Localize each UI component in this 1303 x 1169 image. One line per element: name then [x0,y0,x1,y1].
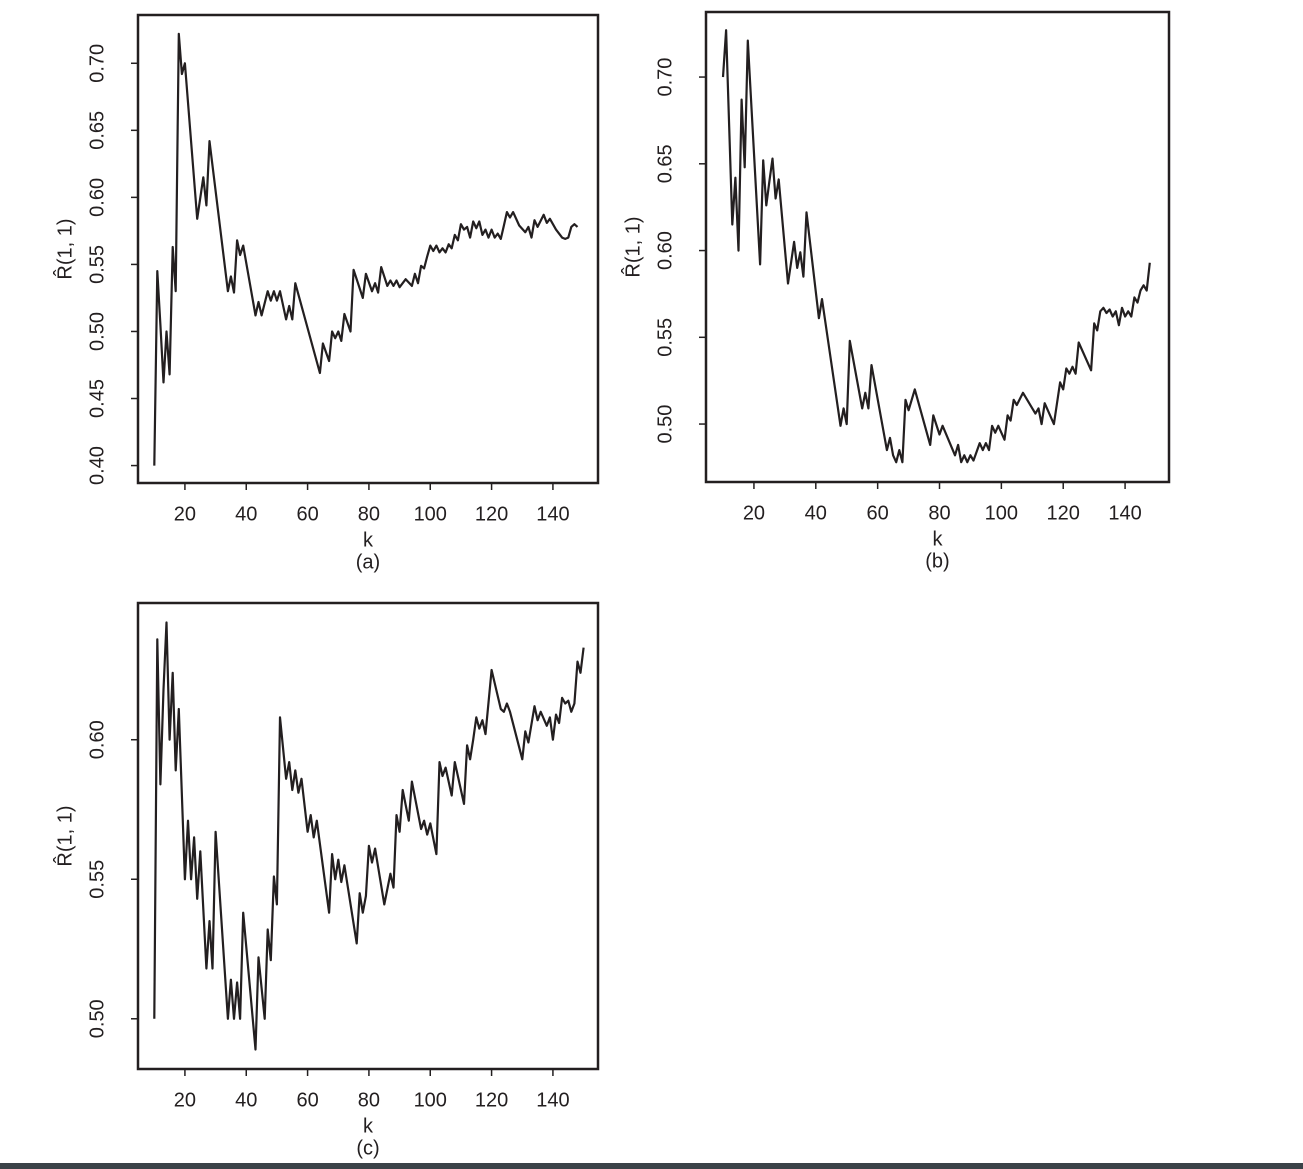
x-tick-label: 100 [414,1089,447,1111]
x-tick-label: 80 [928,502,950,524]
y-axis-label: R̂(1, 1) [621,216,644,277]
y-tick-label: 0.65 [86,111,108,150]
y-tick-label: 0.60 [86,720,108,759]
x-tick-label: 140 [1108,502,1141,524]
y-tick-label: 0.60 [86,178,108,217]
y-tick-label: 0.55 [86,860,108,899]
x-tick-label: 20 [174,1089,196,1111]
x-tick-label: 80 [358,503,380,525]
data-line [721,29,1151,464]
x-tick-label: 120 [1047,502,1080,524]
y-tick-label: 0.50 [654,405,676,444]
y-tick-label: 0.55 [654,318,676,357]
y-tick-label: 0.70 [654,58,676,97]
y-tick-label: 0.65 [654,144,676,183]
data-line [153,621,585,1051]
subtitle: (a) [356,551,380,573]
x-tick-label: 40 [805,502,827,524]
x-tick-label: 60 [296,503,318,525]
y-tick-label: 0.50 [86,312,108,351]
plot-frame [136,601,600,1071]
x-tick-label: 140 [536,1089,569,1111]
subtitle: (b) [925,550,949,572]
subtitle: (c) [356,1137,379,1159]
x-tick-label: 100 [985,502,1018,524]
plot-frame [704,10,1171,484]
x-tick-label: 100 [414,503,447,525]
x-axis-label: k [363,529,374,551]
y-axis-label: R̂(1, 1) [53,218,76,279]
y-tick-label: 0.40 [86,446,108,485]
x-tick-label: 60 [867,502,889,524]
y-axis-label: R̂(1, 1) [53,805,76,866]
data-line [153,32,579,466]
y-tick-label: 0.45 [86,379,108,418]
x-axis-label: k [363,1115,374,1137]
x-tick-label: 20 [174,503,196,525]
bottom-bar [0,1163,1303,1169]
y-tick-label: 0.60 [654,231,676,270]
x-tick-label: 120 [475,503,508,525]
plot-frame [136,13,600,485]
x-axis-label: k [933,528,944,550]
y-tick-label: 0.55 [86,245,108,284]
x-tick-label: 80 [358,1089,380,1111]
x-tick-label: 40 [235,503,257,525]
x-tick-label: 60 [296,1089,318,1111]
y-tick-label: 0.50 [86,999,108,1038]
x-tick-label: 140 [536,503,569,525]
y-tick-label: 0.70 [86,44,108,83]
x-tick-label: 40 [235,1089,257,1111]
x-tick-label: 120 [475,1089,508,1111]
x-tick-label: 20 [743,502,765,524]
